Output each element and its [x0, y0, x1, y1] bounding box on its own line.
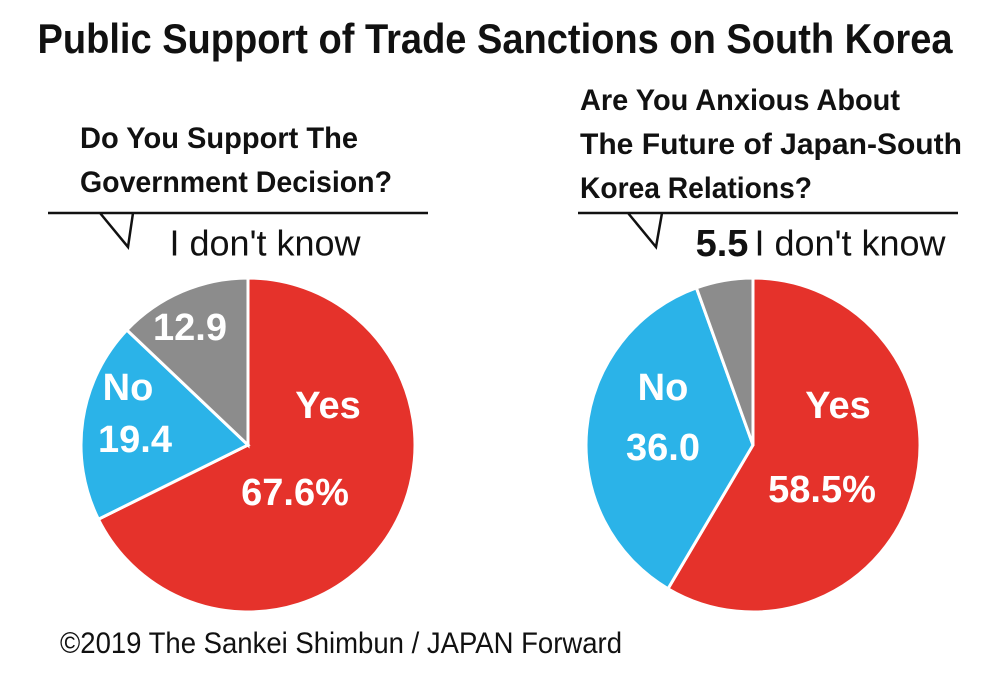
pie-slice — [124, 276, 250, 449]
value-label: 58.5% — [768, 469, 876, 511]
category-label: No — [638, 367, 689, 409]
value-label: 5.5 — [696, 223, 749, 265]
value-label: 67.6% — [241, 472, 349, 514]
pie-question: Do You Support The — [80, 122, 358, 155]
category-label: I don't know — [755, 223, 947, 264]
title: Public Support of Trade Sanctions on Sou… — [38, 15, 954, 62]
category-label: Yes — [805, 385, 871, 427]
pie-slice — [694, 276, 755, 446]
credit: ©2019 The Sankei Shimbun / JAPAN Forward — [60, 627, 622, 660]
category-label: No — [103, 367, 154, 409]
callout-1 — [48, 211, 428, 250]
value-label: 36.0 — [626, 427, 700, 469]
pie-slice — [96, 276, 417, 614]
value-label: 12.9 — [153, 307, 227, 349]
pie-slice — [665, 276, 922, 614]
pie-slice — [584, 285, 755, 591]
pie-slice — [79, 327, 251, 522]
category-label: Yes — [295, 385, 361, 427]
pie-question: The Future of Japan-South — [580, 128, 962, 161]
category-label: I don't know — [170, 223, 362, 264]
pie-question: Korea Relations? — [580, 172, 812, 205]
callout-2 — [578, 211, 958, 250]
pie-question: Are You Anxious About — [580, 84, 900, 117]
pie-question: Government Decision? — [80, 166, 392, 199]
value-label: 19.4 — [98, 419, 172, 461]
